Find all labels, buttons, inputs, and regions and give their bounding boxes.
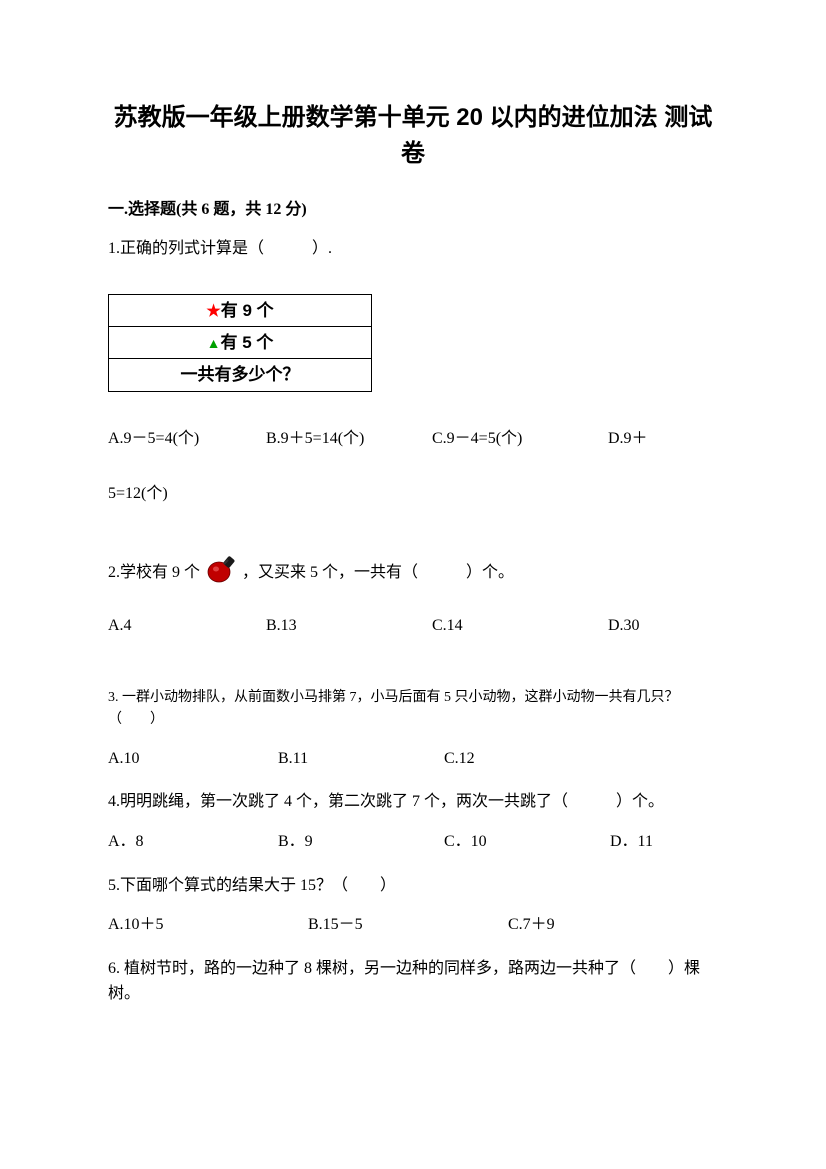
q5-opt-a: A.10＋5 [108,912,308,938]
star-icon: ★ [206,303,220,320]
question-1: 1.正确的列式计算是（ ）. ★有 9 个 ▲有 5 个 一共有多少个？ A.9… [108,236,718,507]
q1-opt-a: A.9－5=4(个) [108,426,266,452]
triangle-icon: ▲ [207,335,221,351]
q2-opt-c: C.14 [432,613,608,639]
question-6: 6. 植树节时，路的一边种了 8 棵树，另一边种的同样多，路两边一共种了（ ）棵… [108,956,718,1007]
q1-options: A.9－5=4(个) B.9＋5=14(个) C.9－4=5(个) D.9＋ [108,426,718,452]
question-4: 4.明明跳绳，第一次跳了 4 个，第二次跳了 7 个，两次一共跳了（ ）个。 A… [108,789,718,854]
q6-text: 6. 植树节时，路的一边种了 8 棵树，另一边种的同样多，路两边一共种了（ ）棵… [108,956,718,1007]
q2-opt-d: D.30 [608,613,640,639]
page-title: 苏教版一年级上册数学第十单元 20 以内的进位加法 测试卷 [108,100,718,172]
q4-opt-d: D．11 [610,829,653,855]
q5-opt-c: C.7＋9 [508,912,555,938]
q1-text: 1.正确的列式计算是（ ）. [108,236,718,262]
question-5: 5.下面哪个算式的结果大于 15？（ ） A.10＋5 B.15－5 C.7＋9 [108,873,718,938]
q1-opt-c: C.9－4=5(个) [432,426,608,452]
q3-text: 3. 一群小动物排队，从前面数小马排第 7，小马后面有 5 只小动物，这群小动物… [108,687,718,732]
q2-opt-b: B.13 [266,613,432,639]
q1-table: ★有 9 个 ▲有 5 个 一共有多少个？ [108,294,372,392]
q3-options: A.10 B.11 C.12 [108,746,718,772]
q4-opt-a: A．8 [108,829,278,855]
q1-row2: ▲有 5 个 [109,327,372,359]
q2-text: 2.学校有 9 个 ，又买来 5 个，一共有（ ）个。 [108,555,718,592]
section-1-header: 一.选择题(共 6 题，共 12 分) [108,198,718,222]
q4-text: 4.明明跳绳，第一次跳了 4 个，第二次跳了 7 个，两次一共跳了（ ）个。 [108,789,718,815]
question-2: 2.学校有 9 个 ，又买来 5 个，一共有（ ）个。 A.4 B.13 C.1… [108,555,718,639]
q4-opt-b: B．9 [278,829,444,855]
q1-row3: 一共有多少个？ [109,359,372,391]
q3-opt-b: B.11 [278,746,444,772]
q2-opt-a: A.4 [108,613,266,639]
q1-opt-d: D.9＋ [608,426,648,452]
q4-opt-c: C．10 [444,829,610,855]
q1-opt-b: B.9＋5=14(个) [266,426,432,452]
paddle-ball-icon [206,555,236,592]
q1-opt-d-cont: 5=12(个) [108,481,718,507]
q3-opt-c: C.12 [444,746,475,772]
q1-row1: ★有 9 个 [109,294,372,327]
q2-options: A.4 B.13 C.14 D.30 [108,613,718,639]
q5-opt-b: B.15－5 [308,912,508,938]
q4-options: A．8 B．9 C．10 D．11 [108,829,718,855]
q3-opt-a: A.10 [108,746,278,772]
question-3: 3. 一群小动物排队，从前面数小马排第 7，小马后面有 5 只小动物，这群小动物… [108,687,718,771]
q5-text: 5.下面哪个算式的结果大于 15？（ ） [108,873,718,899]
q5-options: A.10＋5 B.15－5 C.7＋9 [108,912,718,938]
